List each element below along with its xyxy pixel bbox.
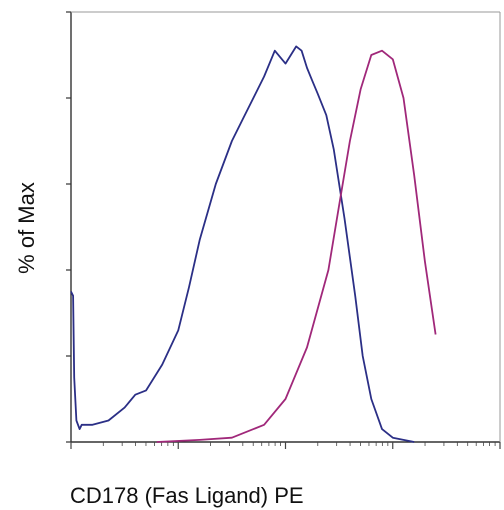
x-axis-ticks (70, 442, 501, 449)
series-line-1 (70, 45, 415, 443)
x-axis-title: CD178 (Fas Ligand) PE (70, 483, 304, 508)
series-line-2 (156, 49, 437, 443)
plot-frame (70, 11, 501, 443)
series-layer (70, 45, 437, 443)
y-axis-title: % of Max (14, 182, 39, 274)
y-axis-ticks (66, 11, 71, 443)
